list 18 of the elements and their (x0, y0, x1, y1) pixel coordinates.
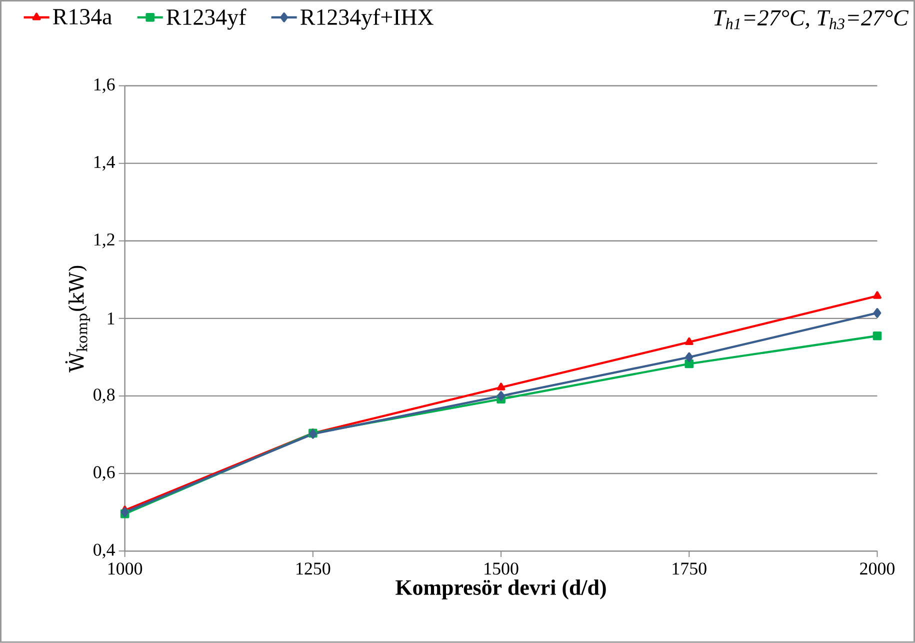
text: T$_{h1}$=27°C, T$_{h3}$=27°C (714, 10, 909, 30)
y-tick-label: 1,2 (94, 234, 114, 248)
y-tick-label: 1,4 (94, 156, 116, 171)
legend-label: R1234yf+IHX (300, 8, 434, 30)
y-axis-title: Ẇ$_{komp}$(kW) (65, 266, 90, 372)
y-tick-label: 0,4 (94, 544, 116, 558)
y-tick-label: 1,6 (94, 78, 115, 94)
x-tick-label: 1250 (296, 562, 330, 575)
legend-label: R1234yf (166, 8, 246, 30)
x-axis-title: Kompresör devri (d/d) (396, 580, 606, 600)
y-tick-label: 1 (108, 312, 114, 324)
x-tick-label: 1500 (484, 562, 518, 575)
legend-label: R134a (53, 9, 112, 25)
y-tick-label: 0,8 (94, 388, 115, 404)
x-tick-label: 2000 (860, 562, 894, 575)
x-tick-label: 1750 (672, 562, 706, 575)
y-tick-label: 0,6 (94, 466, 115, 481)
x-tick-label: 1000 (108, 562, 142, 575)
